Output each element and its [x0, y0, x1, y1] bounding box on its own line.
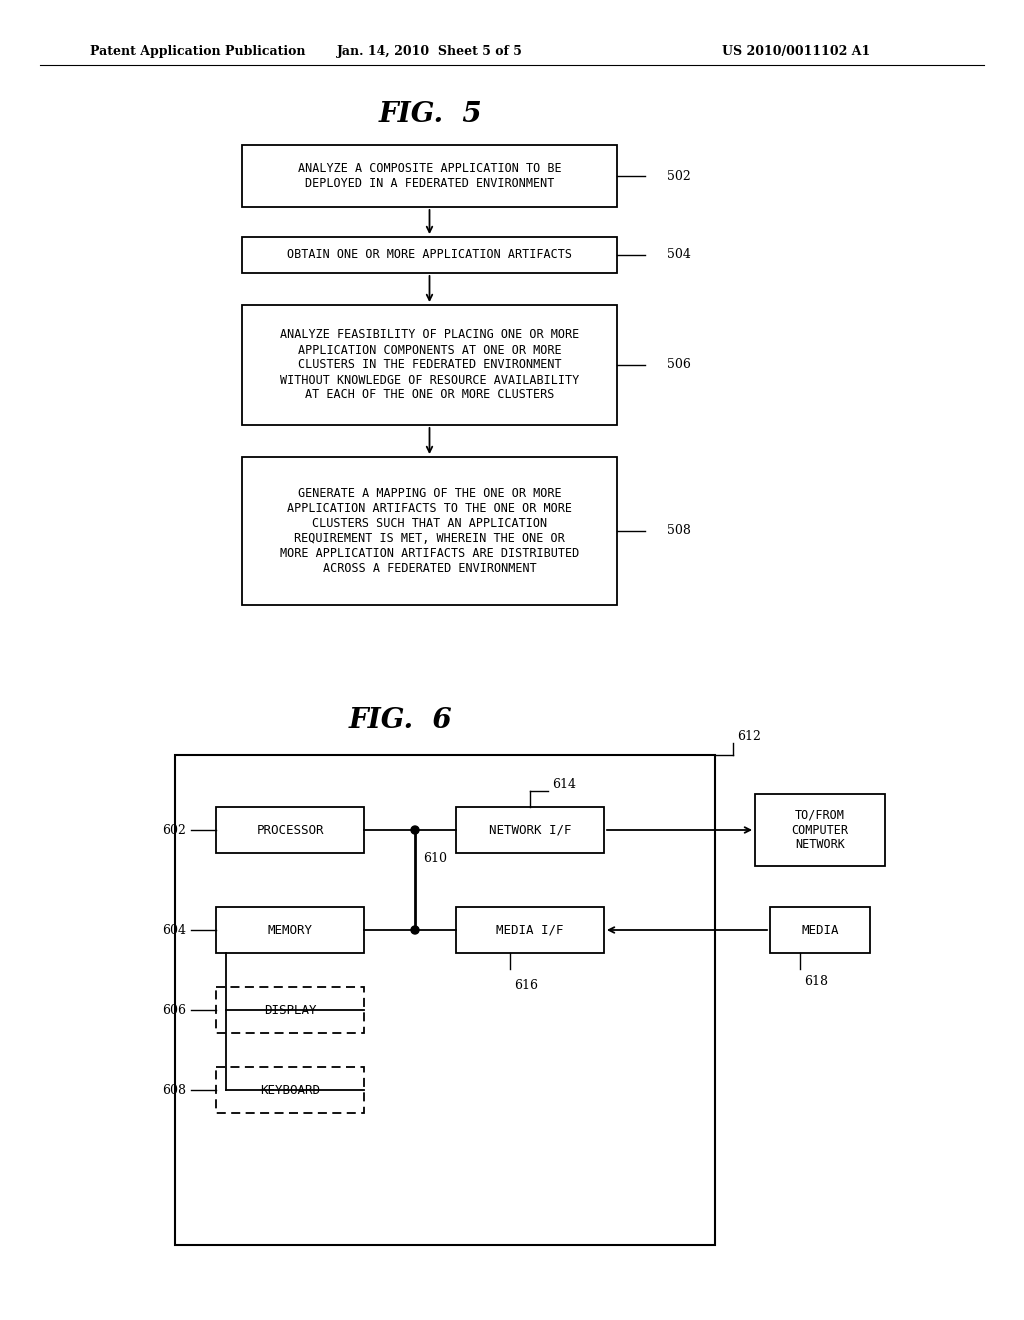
Text: 610: 610 [423, 851, 447, 865]
Bar [216, 987, 364, 1034]
Circle shape [411, 826, 419, 834]
Bar [770, 907, 870, 953]
Bar [242, 457, 617, 605]
Text: 614: 614 [552, 779, 575, 792]
Bar [755, 795, 885, 866]
Text: NETWORK I/F: NETWORK I/F [488, 824, 571, 837]
Text: OBTAIN ONE OR MORE APPLICATION ARTIFACTS: OBTAIN ONE OR MORE APPLICATION ARTIFACTS [287, 248, 572, 261]
Text: Jan. 14, 2010  Sheet 5 of 5: Jan. 14, 2010 Sheet 5 of 5 [337, 45, 523, 58]
Text: 616: 616 [514, 979, 538, 993]
Text: ANALYZE A COMPOSITE APPLICATION TO BE
DEPLOYED IN A FEDERATED ENVIRONMENT: ANALYZE A COMPOSITE APPLICATION TO BE DE… [298, 162, 561, 190]
Text: PROCESSOR: PROCESSOR [256, 824, 324, 837]
Bar [456, 807, 604, 853]
Text: FIG.  6: FIG. 6 [348, 706, 452, 734]
Text: DISPLAY: DISPLAY [264, 1003, 316, 1016]
Text: MEDIA: MEDIA [801, 924, 839, 936]
Text: 506: 506 [667, 359, 691, 371]
Text: 606: 606 [162, 1003, 186, 1016]
Text: 604: 604 [162, 924, 186, 936]
Bar [216, 907, 364, 953]
Bar [216, 1067, 364, 1113]
Text: US 2010/0011102 A1: US 2010/0011102 A1 [722, 45, 870, 58]
Text: MEMORY: MEMORY [267, 924, 312, 936]
Text: 608: 608 [162, 1084, 186, 1097]
Text: 504: 504 [667, 248, 691, 261]
Text: 508: 508 [667, 524, 691, 537]
Bar [456, 907, 604, 953]
Text: KEYBOARD: KEYBOARD [260, 1084, 319, 1097]
Bar [242, 238, 617, 273]
Text: FIG.  5: FIG. 5 [378, 102, 482, 128]
Bar [242, 305, 617, 425]
Text: 602: 602 [162, 824, 186, 837]
Circle shape [411, 927, 419, 935]
Text: 618: 618 [804, 975, 828, 987]
Text: MEDIA I/F: MEDIA I/F [497, 924, 564, 936]
Bar [242, 145, 617, 207]
Bar [216, 807, 364, 853]
Text: ANALYZE FEASIBILITY OF PLACING ONE OR MORE
APPLICATION COMPONENTS AT ONE OR MORE: ANALYZE FEASIBILITY OF PLACING ONE OR MO… [280, 329, 580, 401]
Text: 612: 612 [737, 730, 761, 743]
Text: GENERATE A MAPPING OF THE ONE OR MORE
APPLICATION ARTIFACTS TO THE ONE OR MORE
C: GENERATE A MAPPING OF THE ONE OR MORE AP… [280, 487, 580, 576]
Text: TO/FROM
COMPUTER
NETWORK: TO/FROM COMPUTER NETWORK [792, 808, 849, 851]
Bar [175, 755, 715, 1245]
Text: Patent Application Publication: Patent Application Publication [90, 45, 305, 58]
Text: 502: 502 [667, 169, 691, 182]
